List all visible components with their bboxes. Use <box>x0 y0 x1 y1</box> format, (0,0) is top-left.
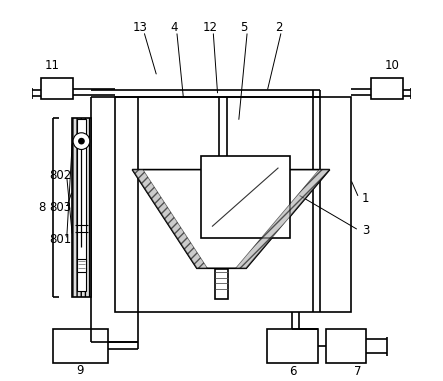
Bar <box>41 78 74 99</box>
Polygon shape <box>132 170 330 268</box>
Bar <box>215 269 228 299</box>
Text: 6: 6 <box>289 365 297 378</box>
Bar <box>201 156 290 238</box>
Bar <box>77 259 86 272</box>
Circle shape <box>73 133 90 149</box>
Text: 12: 12 <box>202 21 218 34</box>
Text: 4: 4 <box>170 21 178 34</box>
Text: 1: 1 <box>362 192 369 205</box>
Bar <box>53 329 108 363</box>
Text: 2: 2 <box>275 21 282 34</box>
Bar <box>115 98 350 312</box>
Text: 803: 803 <box>49 201 71 214</box>
Text: 9: 9 <box>77 364 84 377</box>
Text: 8: 8 <box>39 201 46 214</box>
Text: 3: 3 <box>362 224 369 237</box>
Bar <box>72 118 90 297</box>
Circle shape <box>79 138 84 144</box>
Text: 11: 11 <box>45 59 60 72</box>
Polygon shape <box>132 170 207 268</box>
Text: 10: 10 <box>385 59 400 72</box>
Polygon shape <box>236 170 330 268</box>
Bar <box>267 329 318 363</box>
Text: 7: 7 <box>354 365 362 378</box>
Text: 802: 802 <box>49 169 71 182</box>
Text: 13: 13 <box>132 21 148 34</box>
Bar <box>371 78 403 99</box>
Bar <box>326 329 366 363</box>
Text: 5: 5 <box>241 21 248 34</box>
Text: 801: 801 <box>49 233 71 247</box>
Bar <box>77 120 86 291</box>
